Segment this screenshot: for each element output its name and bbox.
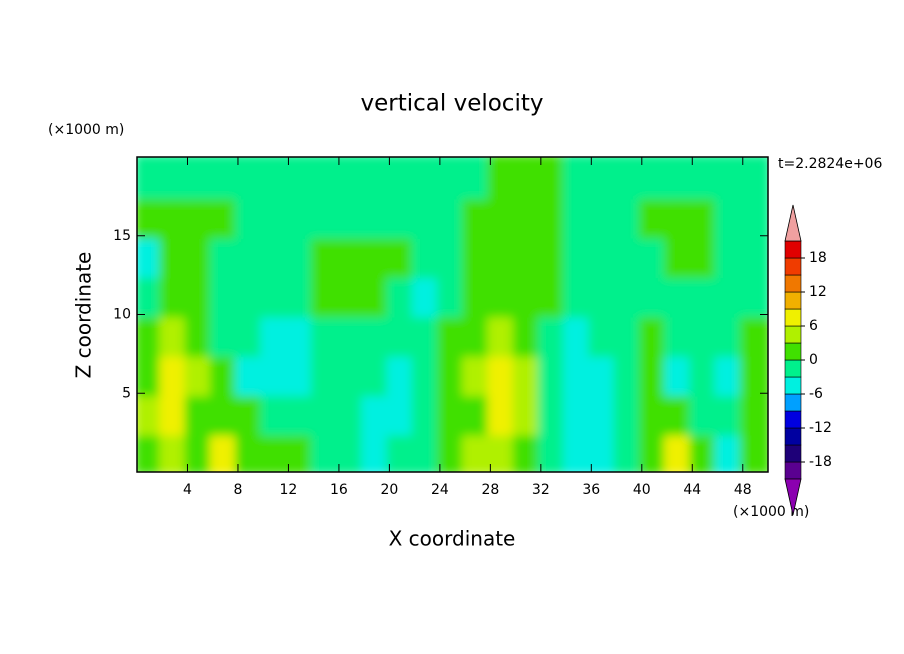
x-tick-label: 20 bbox=[380, 482, 398, 498]
x-tick-label: 44 bbox=[683, 482, 701, 498]
x-tick-label: 48 bbox=[734, 482, 752, 498]
axes: 4 8 12 16 20 24 28 32 36 40 44 4851015-18-12-606121… bbox=[113, 156, 832, 516]
colorbar-box bbox=[784, 393, 802, 412]
y-tick-label: 10 bbox=[113, 307, 131, 323]
y-axis-label: Z coordinate bbox=[72, 252, 96, 379]
y-tick-label: 5 bbox=[122, 385, 131, 401]
colorbar-box bbox=[784, 308, 802, 327]
colorbar-box bbox=[784, 274, 802, 293]
x-tick-label: 4 bbox=[183, 482, 192, 498]
colorbar-tick-label: 0 bbox=[809, 352, 818, 368]
colorbar-box bbox=[784, 376, 802, 395]
colorbar-box bbox=[784, 240, 802, 259]
colorbar-box bbox=[784, 444, 802, 463]
x-tick-label: 24 bbox=[431, 482, 449, 498]
field-cell bbox=[739, 193, 768, 239]
colorbar-under bbox=[784, 478, 802, 516]
contour-field bbox=[137, 157, 768, 472]
colorbar-tick-label: -18 bbox=[809, 454, 832, 470]
field-cell bbox=[739, 390, 768, 436]
y-tick-label: 15 bbox=[113, 228, 131, 244]
colorbar-box bbox=[784, 342, 802, 361]
field-cell bbox=[739, 350, 768, 397]
x-tick-label: 40 bbox=[633, 482, 651, 498]
colorbar-box bbox=[784, 427, 802, 446]
x-tick-label: 16 bbox=[330, 482, 348, 498]
colorbar-box bbox=[784, 359, 802, 378]
colorbar-box bbox=[784, 257, 802, 276]
x-tick-label: 28 bbox=[481, 482, 499, 498]
colorbar-tick-label: 6 bbox=[809, 318, 818, 334]
colorbar-tick-label: -6 bbox=[809, 386, 823, 402]
colorbar-over bbox=[784, 204, 802, 242]
colorbar-tick-label: 18 bbox=[809, 250, 827, 266]
field-cell bbox=[739, 429, 768, 472]
time-label: t=2.2824e+06 bbox=[778, 156, 882, 172]
y-unit: (×1000 m) bbox=[48, 122, 124, 138]
x-unit: (×1000 m) bbox=[733, 504, 809, 520]
colorbar-box bbox=[784, 410, 802, 429]
chart-title: vertical velocity bbox=[361, 91, 544, 117]
x-tick-label: 12 bbox=[280, 482, 298, 498]
x-tick-label: 36 bbox=[582, 482, 600, 498]
field-cell bbox=[739, 232, 768, 279]
field-cell bbox=[739, 272, 768, 318]
x-tick-label: 8 bbox=[233, 482, 242, 498]
colorbar-tick-label: -12 bbox=[809, 420, 832, 436]
colorbar-box bbox=[784, 291, 802, 310]
colorbar-tick-label: 12 bbox=[809, 284, 827, 300]
colorbar-box bbox=[784, 461, 802, 480]
colorbar-box bbox=[784, 325, 802, 344]
field-cell bbox=[739, 311, 768, 357]
x-axis-label: X coordinate bbox=[389, 527, 516, 551]
x-tick-label: 32 bbox=[532, 482, 550, 498]
field-cell bbox=[739, 157, 768, 200]
